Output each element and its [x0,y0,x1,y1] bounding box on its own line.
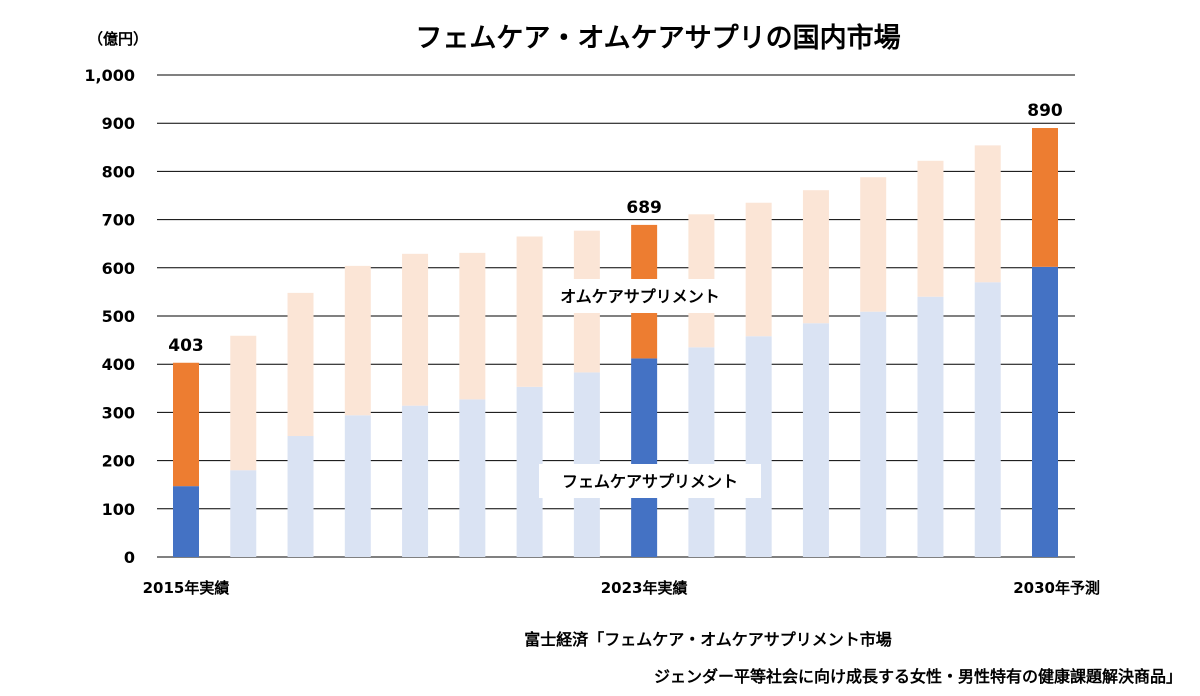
y-tick-label: 600 [102,259,135,278]
bar-femcare [516,386,543,557]
data-label: 689 [626,198,662,218]
series-label: オムケアサプリメント [560,287,720,306]
y-tick-label: 400 [102,355,135,374]
source-line-2: ジェンダー平等社会に向け成長する女性・男性特有の健康課題解決商品」 [654,667,1182,686]
series-label-bg [543,279,737,313]
bar-omcare [230,335,257,471]
source-line-1: 富士経済「フェムケア・オムケアサプリメント市場 [524,630,892,649]
bar-omcare [745,202,772,337]
y-tick-label: 0 [124,548,135,567]
bar-omcare [459,252,486,400]
y-tick-label: 1,000 [84,66,135,85]
bar-omcare [516,236,543,387]
bar-omcare [287,292,314,437]
bar-femcare [1032,266,1058,557]
y-tick-label: 200 [102,452,135,471]
y-tick-labels: 0 100 200 300 400 500 600 700 800 900 1,000 [84,66,135,567]
x-axis-label: 2023年実績 [601,579,688,597]
bar-femcare [745,336,772,557]
chart-title: フェムケア・オムケアサプリの国内市場 [415,22,900,54]
bar-omcare [1032,128,1058,267]
y-tick-label: 100 [102,500,135,519]
bar-femcare [344,415,371,557]
data-label: 890 [1027,101,1063,121]
bar-omcare [860,177,887,312]
bar-femcare [230,470,257,557]
bars [173,128,1058,557]
data-labels: 403 689 890 [168,101,1063,356]
x-axis-label: 2030年予測 [1013,579,1100,597]
data-label: 403 [168,336,204,356]
bar-omcare [917,160,944,297]
bar-femcare [917,296,944,557]
bar-femcare [287,436,314,557]
bar-femcare [860,311,887,557]
bar-femcare [688,347,715,557]
y-tick-label: 800 [102,162,135,181]
x-axis-label: 2015年実績 [143,579,230,597]
y-tick-label: 500 [102,307,135,326]
bar-omcare [344,265,371,416]
y-tick-label: 300 [102,403,135,422]
y-tick-label: 900 [102,114,135,133]
bar-femcare [459,399,486,557]
bar-femcare [173,486,199,557]
series-label-bg [539,464,761,498]
bar-femcare [974,282,1001,557]
bar-femcare [631,358,658,557]
bar-omcare [802,190,829,324]
bar-omcare [974,145,1001,283]
series-label: フェムケアサプリメント [562,472,738,491]
bar-femcare [802,323,829,557]
bar-femcare [402,405,429,557]
bar-omcare [402,253,429,406]
bar-omcare [173,362,199,487]
y-tick-label: 700 [102,211,135,230]
y-unit-label: （億円） [88,30,148,48]
x-axis-labels: 2015年実績 2023年実績 2030年予測 [143,579,1100,597]
